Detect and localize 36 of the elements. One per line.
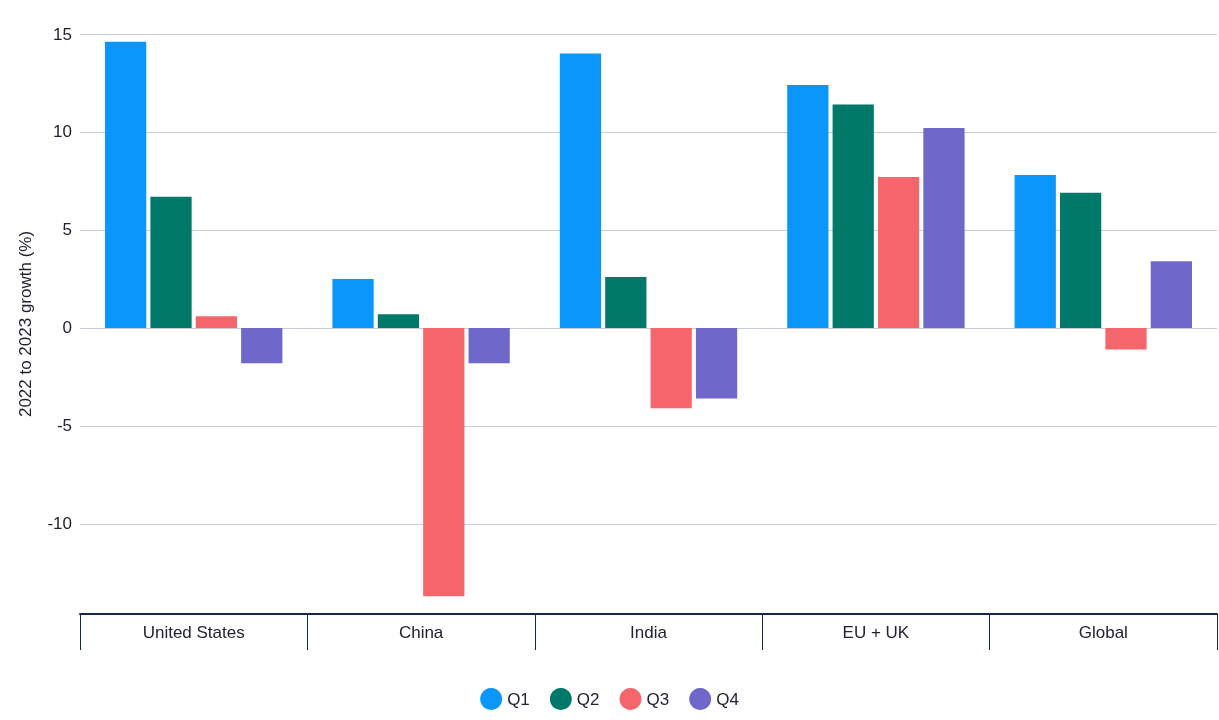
x-tick-label: United States <box>142 623 245 642</box>
x-tick-label: India <box>630 623 668 642</box>
bar <box>605 276 647 328</box>
y-tick-label: 5 <box>62 220 72 240</box>
bar <box>1105 327 1147 350</box>
bar <box>377 314 420 328</box>
x-tick-label: China <box>398 623 444 642</box>
y-tick-label: 10 <box>53 122 72 142</box>
legend-label: Q1 <box>507 689 530 709</box>
y-tick-label: 0 <box>62 318 72 338</box>
bar <box>695 327 738 399</box>
x-tick-label: EU + UK <box>842 623 910 642</box>
legend-label: Q3 <box>646 689 670 709</box>
bar <box>1014 175 1056 328</box>
x-tick-label: Global <box>1078 623 1128 642</box>
bar <box>332 278 374 328</box>
bar <box>877 177 920 328</box>
bar <box>832 104 874 328</box>
legend-label: Q4 <box>716 689 739 709</box>
y-tick-label: -10 <box>47 514 72 534</box>
y-tick-label: -5 <box>56 416 72 436</box>
y-tick-label: 15 <box>53 24 72 44</box>
bar <box>923 128 965 328</box>
legend-label: Q2 <box>576 689 600 709</box>
bar <box>150 196 192 328</box>
bar <box>423 327 465 597</box>
bar <box>1059 192 1102 328</box>
bar <box>650 327 692 409</box>
bar <box>105 41 147 328</box>
bar <box>468 327 510 364</box>
bar <box>787 84 829 328</box>
bar <box>195 316 238 328</box>
bar <box>559 53 602 328</box>
bar <box>1150 261 1192 328</box>
bar <box>241 327 283 364</box>
y-axis-title: 2022 to 2023 growth (%) <box>16 230 35 418</box>
